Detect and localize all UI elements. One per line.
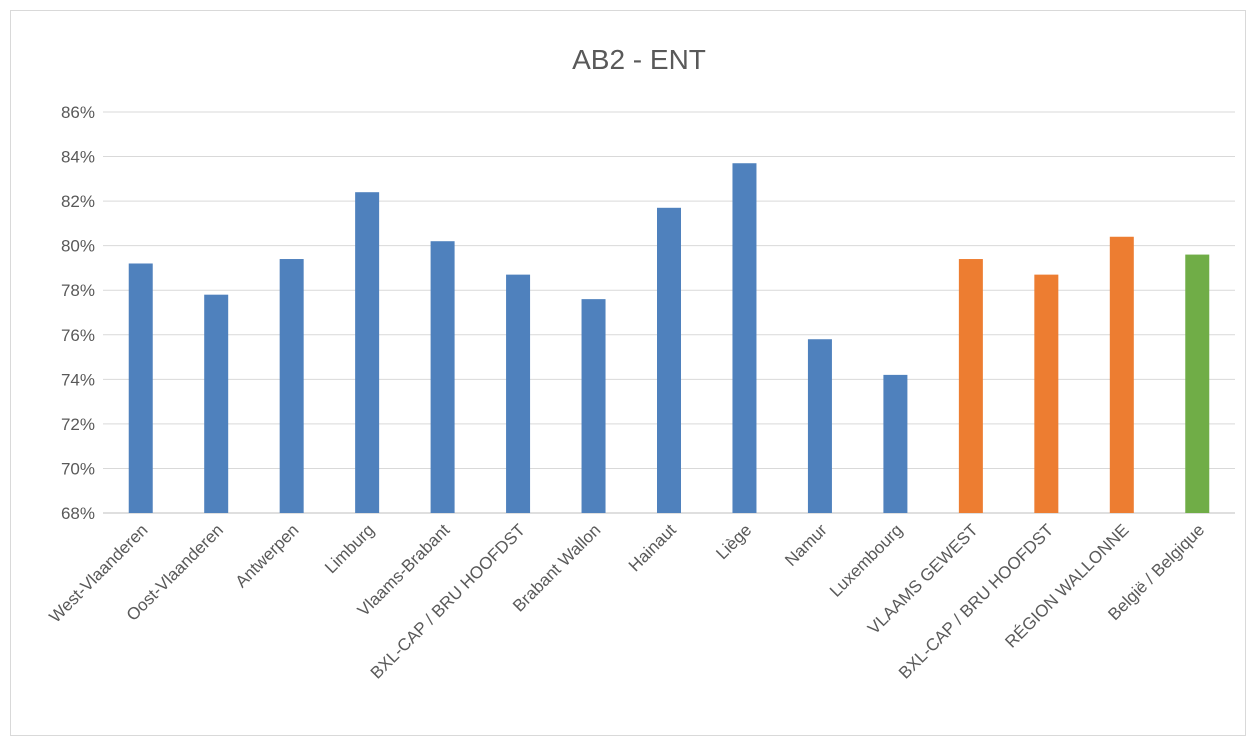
y-tick-label: 82% <box>61 192 95 211</box>
x-tick-label: Namur <box>781 520 831 570</box>
x-tick-label: BXL-CAP / BRU HOOFDST <box>895 520 1057 682</box>
bar <box>279 259 304 513</box>
bar <box>204 294 229 513</box>
bar <box>355 192 380 513</box>
bar <box>506 274 531 513</box>
y-tick-label: 76% <box>61 326 95 345</box>
x-tick-label: Antwerpen <box>232 520 303 591</box>
y-tick-label: 80% <box>61 237 95 256</box>
y-tick-label: 78% <box>61 281 95 300</box>
x-tick-label: Hainaut <box>625 520 680 575</box>
x-tick-label: Limburg <box>321 520 378 577</box>
chart-area: AB2 - ENT 68% 70% 72% 74% 76% 78% 80% 82% 84% 86%… <box>10 10 1246 736</box>
y-tick-label: 70% <box>61 459 95 478</box>
x-tick-label: Luxembourg <box>826 520 906 600</box>
y-axis-ticks: 68% 70% 72% 74% 76% 78% 80% 82% 84% 86% <box>61 103 95 523</box>
chart-title: AB2 - ENT <box>572 44 706 75</box>
bar <box>1109 236 1134 513</box>
bar <box>883 374 908 513</box>
bar <box>1034 274 1059 513</box>
bar <box>807 339 832 513</box>
y-tick-label: 72% <box>61 415 95 434</box>
bar <box>958 259 983 513</box>
bar <box>581 299 606 513</box>
y-tick-label: 74% <box>61 370 95 389</box>
bar <box>1185 254 1210 514</box>
x-tick-label: RÉGION WALLONNE <box>1001 520 1132 651</box>
bar-chart: AB2 - ENT 68% 70% 72% 74% 76% 78% 80% 82% 84% 86%… <box>45 44 1235 683</box>
bar <box>430 241 455 513</box>
y-tick-label: 86% <box>61 103 95 122</box>
bars <box>128 163 1210 514</box>
y-tick-label: 68% <box>61 504 95 523</box>
x-tick-label: BXL-CAP / BRU HOOFDST <box>367 520 529 682</box>
bar <box>128 263 153 513</box>
x-tick-label: Liège <box>712 520 755 563</box>
y-tick-label: 84% <box>61 148 95 167</box>
bar <box>732 163 757 513</box>
bar <box>657 207 681 514</box>
